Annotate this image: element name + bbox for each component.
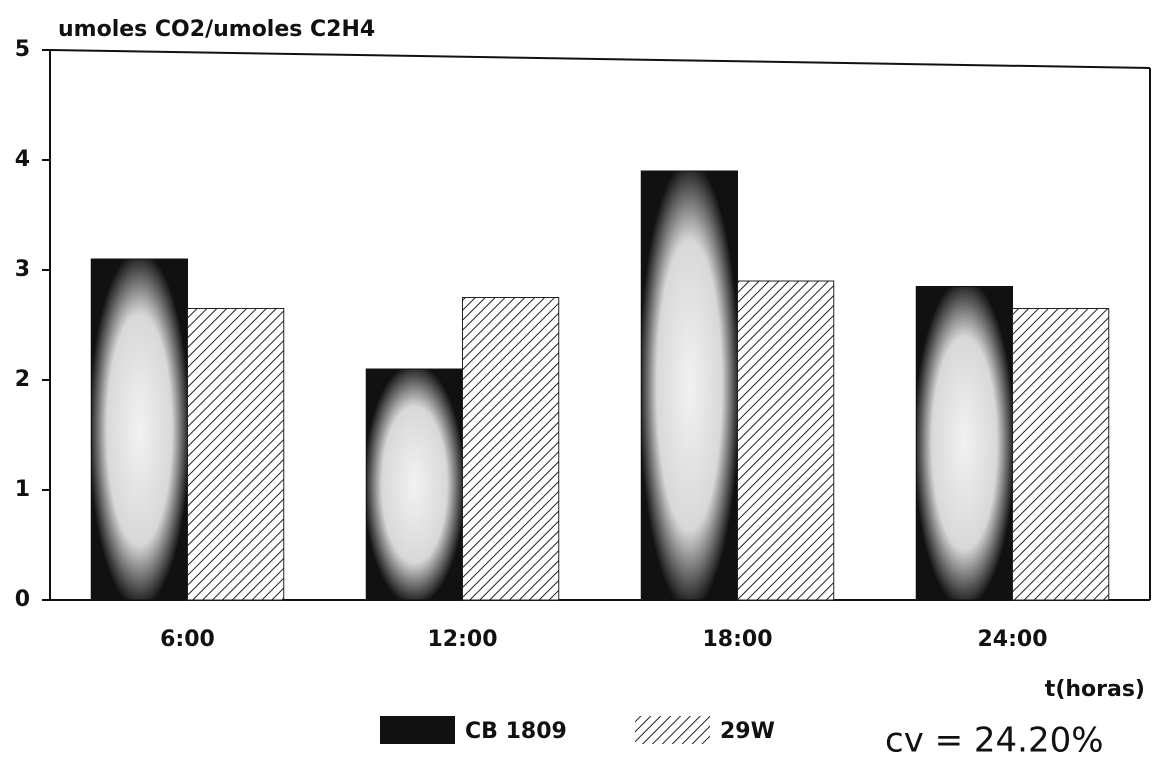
x-axis-title: t(horas) <box>1045 677 1145 702</box>
bar <box>90 258 188 601</box>
bar <box>915 286 1013 601</box>
x-tick-label: 12:00 <box>427 627 497 652</box>
bar <box>462 297 560 601</box>
bar <box>365 368 463 601</box>
x-tick-label: 6:00 <box>160 627 215 652</box>
y-tick-label: 1 <box>15 477 30 502</box>
legend-swatch <box>380 716 455 744</box>
bar <box>640 170 738 601</box>
y-axis-title: umoles CO2/umoles C2H4 <box>58 17 375 42</box>
x-tick-label: 24:00 <box>977 627 1047 652</box>
y-tick-label: 2 <box>15 367 30 392</box>
y-tick-label: 3 <box>15 257 30 282</box>
bar <box>737 280 835 601</box>
annotation: cv = 24.20% <box>885 721 1104 761</box>
bar <box>187 308 285 601</box>
legend-label: 29W <box>720 719 775 744</box>
frame-line <box>49 49 1151 69</box>
y-tick-label: 4 <box>15 147 30 172</box>
legend-label: CB 1809 <box>465 719 567 744</box>
legend-swatch <box>635 716 710 744</box>
bar <box>1012 308 1110 601</box>
y-tick-label: 0 <box>15 587 30 612</box>
x-tick-label: 18:00 <box>702 627 772 652</box>
y-tick-label: 5 <box>15 37 30 62</box>
